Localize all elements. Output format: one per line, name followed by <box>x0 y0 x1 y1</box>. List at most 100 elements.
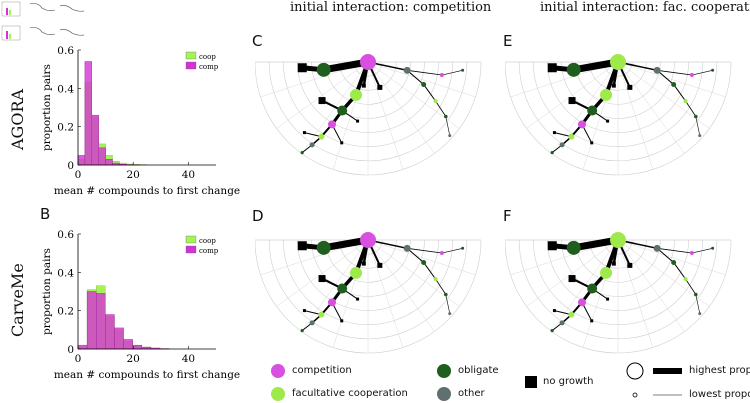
no-growth-node <box>568 97 576 105</box>
no-growth-node <box>611 261 616 266</box>
hist-bar-comp <box>123 339 133 350</box>
y-tick-label: 0 <box>67 344 74 356</box>
grid-spoke <box>367 61 404 170</box>
tree-node <box>578 120 586 129</box>
legend-largest-node <box>626 362 644 380</box>
no-growth-node <box>590 319 594 323</box>
hist-bar-comp <box>114 327 124 350</box>
legend-obligate-marker <box>437 364 451 378</box>
grid-spoke <box>367 239 404 348</box>
no-growth-node <box>318 275 326 283</box>
tree-node <box>559 320 565 326</box>
grid-spoke <box>617 61 710 129</box>
legend-no-growth-marker <box>525 376 537 388</box>
no-growth-node <box>356 119 360 123</box>
grid-spoke <box>367 61 460 129</box>
tree-edge <box>441 69 463 76</box>
grid-spoke <box>617 239 726 276</box>
tree-node <box>439 251 444 256</box>
column-title-cooperation: initial interaction: fac. cooperation <box>540 0 750 15</box>
hist-bar-comp <box>86 291 97 350</box>
tree-node <box>653 244 661 252</box>
no-growth-node <box>361 261 366 266</box>
tree-node <box>550 329 554 333</box>
grid-spoke <box>367 239 460 307</box>
y-tick-label: 0.2 <box>57 122 74 134</box>
no-growth-node <box>606 297 610 301</box>
hist-bar-comp <box>77 155 86 166</box>
tree-node <box>300 329 304 333</box>
tree-edge <box>695 294 701 314</box>
y-tick-label: 0.6 <box>57 45 74 57</box>
tree-edge <box>445 294 451 314</box>
hist-bar-comp <box>105 159 113 166</box>
no-growth-node <box>627 84 633 90</box>
tree-node <box>671 259 677 265</box>
grid-spoke <box>276 61 369 129</box>
legend-label-lowest: lowest proportion <box>689 389 750 400</box>
tree-node <box>587 283 598 294</box>
hist-bar-comp <box>91 114 99 166</box>
tree-node <box>600 88 613 101</box>
tree-node <box>337 105 348 116</box>
tree-node <box>461 68 465 72</box>
tree-node <box>421 81 427 87</box>
tree-node <box>309 320 315 326</box>
column-title-competition: initial interaction: competition <box>290 0 492 15</box>
x-tick-label: 40 <box>182 353 195 365</box>
histogram-carveme: 0 0.2 0.4 0.6 0 20 40 mean # compounds to first… <box>41 229 240 381</box>
y-tick-label: 0.4 <box>57 83 74 95</box>
legend-label-other: other <box>458 388 485 399</box>
hist-bar-comp <box>105 314 115 350</box>
x-tick-label: 40 <box>182 169 195 181</box>
tree-node <box>698 134 702 138</box>
tree-edge <box>656 69 674 85</box>
tree-node <box>316 240 331 255</box>
tree-edge <box>685 100 697 117</box>
no-growth-node <box>552 309 556 313</box>
tree-node <box>694 114 698 119</box>
no-growth-node <box>297 63 307 73</box>
y-tick-label: 0.6 <box>57 229 74 241</box>
tree-edge <box>657 247 692 254</box>
legend-label-obligate: obligate <box>458 365 499 376</box>
panel-letter-f: F <box>503 207 512 225</box>
tree-node <box>578 298 586 307</box>
tree-node <box>360 54 376 70</box>
tree-node <box>328 298 336 307</box>
tree-diagram-c <box>255 54 482 176</box>
x-axis-label: mean # compounds to first change <box>54 185 240 197</box>
tree-node <box>403 66 411 74</box>
grid-spoke <box>367 61 476 98</box>
no-growth-node <box>318 97 326 105</box>
grid-spoke <box>617 61 726 98</box>
tree-node <box>694 292 698 297</box>
tree-edge <box>656 247 674 263</box>
x-tick-label: 0 <box>75 353 82 365</box>
no-growth-node <box>568 275 576 283</box>
tree-node <box>318 133 325 140</box>
tree-edge <box>435 278 447 295</box>
no-growth-node <box>627 262 633 268</box>
tree-node <box>683 277 688 281</box>
tree-edge <box>407 247 442 254</box>
panel-letter-c: C <box>252 32 263 50</box>
tree-node <box>448 312 452 316</box>
inset-thumbnails <box>1 1 85 41</box>
tree-diagram-e <box>505 54 732 176</box>
legend-competition-marker <box>271 364 285 378</box>
grid-spoke <box>367 239 476 276</box>
tree-node <box>316 62 331 77</box>
grid-spoke <box>276 239 369 307</box>
tree-node <box>587 105 598 116</box>
tree-edge <box>441 247 463 254</box>
x-axis-label: mean # compounds to first change <box>54 369 240 381</box>
tree-edge <box>423 262 436 280</box>
tree-node <box>421 259 427 265</box>
tree-edge <box>685 278 697 295</box>
tree-edge <box>691 69 713 76</box>
x-tick-label: 20 <box>127 353 140 365</box>
tree-node <box>689 251 694 256</box>
tree-node <box>444 292 448 297</box>
no-growth-node <box>340 319 344 323</box>
